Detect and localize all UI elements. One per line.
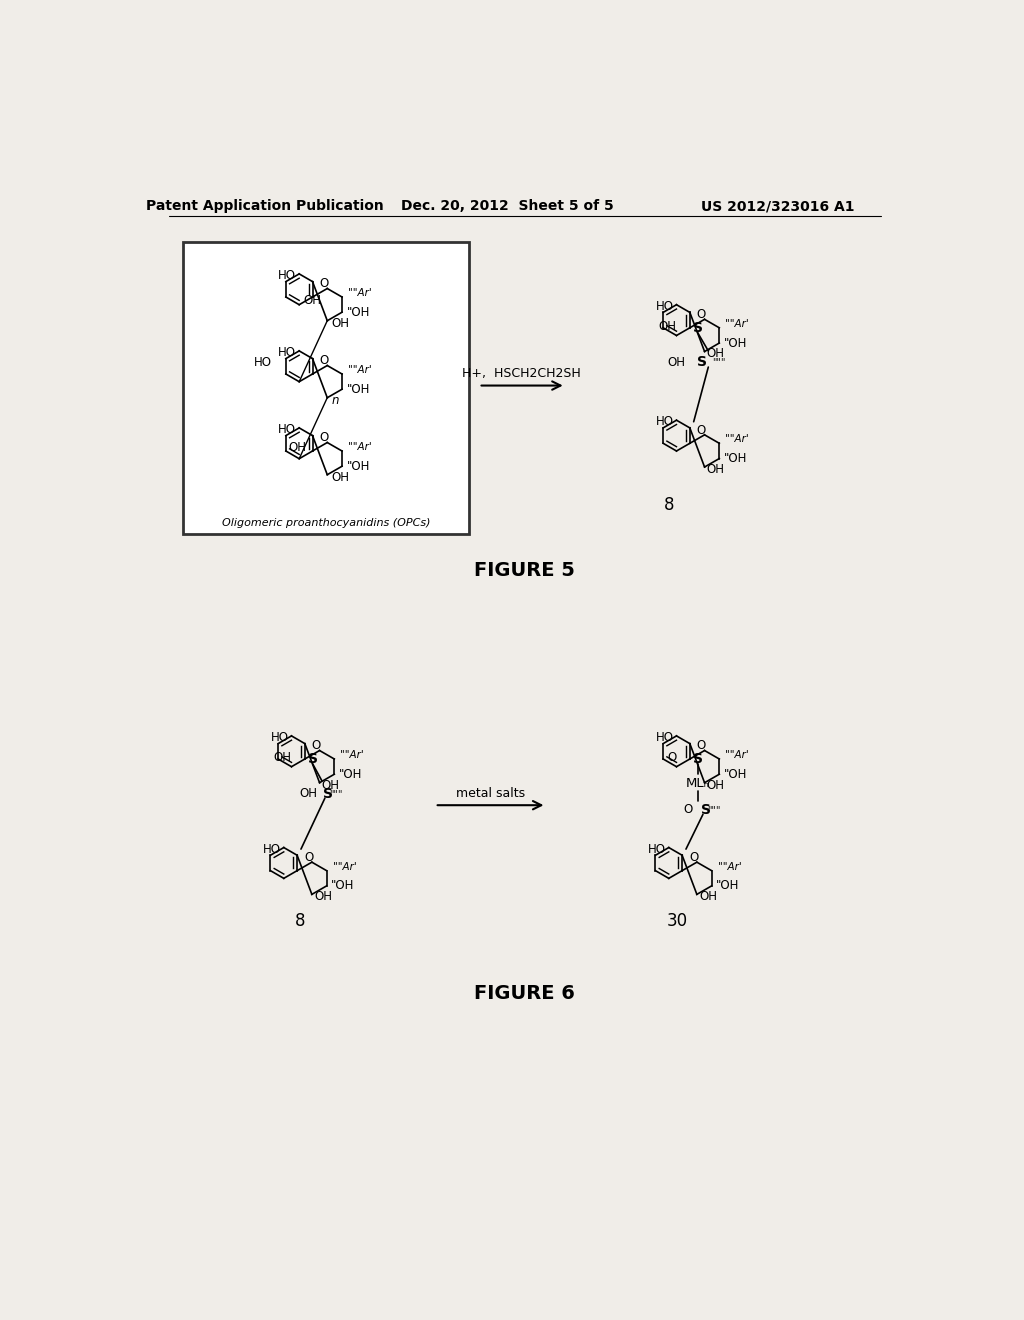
Text: FIGURE 5: FIGURE 5 <box>474 561 575 579</box>
Text: HO: HO <box>263 842 281 855</box>
Text: 8: 8 <box>295 912 305 929</box>
Text: OH: OH <box>658 319 677 333</box>
Text: 30: 30 <box>667 912 688 929</box>
Text: ""Ar': ""Ar' <box>718 862 741 871</box>
Text: FIGURE 6: FIGURE 6 <box>474 985 575 1003</box>
Text: O: O <box>697 308 707 321</box>
Text: O: O <box>668 751 677 764</box>
Text: "OH: "OH <box>331 879 354 892</box>
Text: "OH: "OH <box>724 768 748 780</box>
Text: HO: HO <box>648 842 666 855</box>
Text: O: O <box>683 804 692 816</box>
Text: ""Ar': ""Ar' <box>340 750 365 760</box>
FancyArrowPatch shape <box>481 381 560 389</box>
Text: OH: OH <box>273 751 292 764</box>
Text: O: O <box>304 851 313 865</box>
Text: OH: OH <box>331 470 349 483</box>
Text: ""Ar': ""Ar' <box>348 288 372 298</box>
Text: O: O <box>319 354 329 367</box>
Text: HO: HO <box>254 356 272 370</box>
Text: OH: OH <box>299 787 317 800</box>
Text: ""Ar': ""Ar' <box>725 434 750 445</box>
Text: S: S <box>324 787 333 801</box>
Text: HO: HO <box>270 731 289 744</box>
Text: """: """ <box>712 358 726 367</box>
Text: """: """ <box>330 788 343 799</box>
Text: ""Ar': ""Ar' <box>725 319 750 329</box>
Text: "OH: "OH <box>346 306 370 318</box>
Text: ""Ar': ""Ar' <box>725 750 750 760</box>
Text: OH: OH <box>288 441 306 454</box>
Text: O: O <box>319 277 329 290</box>
Text: H+,  HSCH2CH2SH: H+, HSCH2CH2SH <box>463 367 581 380</box>
Text: HO: HO <box>279 346 296 359</box>
Text: OH: OH <box>707 463 725 475</box>
Text: "OH: "OH <box>346 459 370 473</box>
Text: S: S <box>692 752 702 766</box>
Text: ""Ar': ""Ar' <box>333 862 356 871</box>
Text: "OH: "OH <box>724 337 748 350</box>
Text: "OH: "OH <box>339 768 362 780</box>
Text: S: S <box>692 321 702 335</box>
Text: """: """ <box>708 805 721 814</box>
Text: OH: OH <box>314 890 332 903</box>
Text: Oligomeric proanthocyanidins (OPCs): Oligomeric proanthocyanidins (OPCs) <box>222 517 430 528</box>
Text: "OH: "OH <box>724 451 748 465</box>
Text: ""Ar': ""Ar' <box>348 366 372 375</box>
Text: S: S <box>697 355 708 370</box>
Text: HO: HO <box>655 731 674 744</box>
Text: O: O <box>312 739 322 752</box>
Text: MLₙ: MLₙ <box>685 777 710 791</box>
Text: O: O <box>697 739 707 752</box>
Text: OH: OH <box>707 779 725 792</box>
Text: metal salts: metal salts <box>456 787 524 800</box>
Text: HO: HO <box>655 416 674 428</box>
Text: OH: OH <box>668 356 685 370</box>
Text: OH: OH <box>303 294 322 308</box>
Text: HO: HO <box>655 300 674 313</box>
Bar <box>183 242 469 535</box>
Text: Patent Application Publication: Patent Application Publication <box>146 199 384 213</box>
Text: O: O <box>697 424 707 437</box>
Text: OH: OH <box>707 347 725 360</box>
Text: ""Ar': ""Ar' <box>348 442 372 453</box>
Text: 8: 8 <box>665 496 675 513</box>
Text: O: O <box>319 432 329 445</box>
Text: O: O <box>689 851 698 865</box>
Text: "OH: "OH <box>346 383 370 396</box>
Text: OH: OH <box>331 317 349 330</box>
Text: Dec. 20, 2012  Sheet 5 of 5: Dec. 20, 2012 Sheet 5 of 5 <box>401 199 614 213</box>
Text: S: S <box>701 803 712 817</box>
Text: HO: HO <box>279 422 296 436</box>
Text: OH: OH <box>322 779 340 792</box>
Text: n: n <box>331 393 339 407</box>
Text: HO: HO <box>279 269 296 282</box>
Text: "OH: "OH <box>716 879 739 892</box>
Text: OH: OH <box>699 890 717 903</box>
Text: S: S <box>307 752 317 766</box>
FancyArrowPatch shape <box>437 801 542 809</box>
Text: US 2012/323016 A1: US 2012/323016 A1 <box>700 199 854 213</box>
